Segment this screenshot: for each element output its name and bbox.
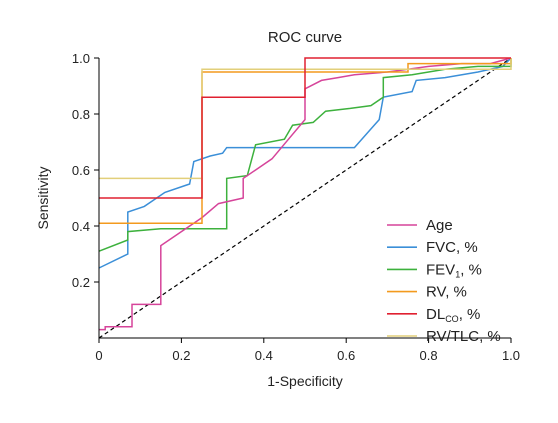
y-ticks: 0.2 0.4 0.6 0.8 1.0	[72, 51, 99, 290]
chart-title: ROC curve	[268, 29, 342, 46]
legend-label: FVC, %	[426, 239, 478, 256]
legend-label: RV/TLC, %	[426, 328, 501, 345]
y-tick-label: 0.8	[72, 107, 90, 122]
y-axis-title: Sensitivity	[35, 166, 51, 229]
legend-label: FEV1, %	[426, 261, 482, 279]
legend-label: RV, %	[426, 284, 467, 301]
x-tick-label: 1.0	[502, 348, 520, 363]
series-line-2	[98, 57, 512, 269]
y-tick-label: 0.2	[72, 275, 90, 290]
y-tick-label: 0.6	[72, 163, 90, 178]
plot-area	[98, 57, 512, 339]
series-line-3	[98, 58, 512, 252]
axes	[98, 58, 511, 339]
x-tick-label: 0.6	[337, 348, 355, 363]
x-tick-label: 0.2	[172, 348, 190, 363]
y-tick-label: 1.0	[72, 51, 90, 66]
legend-label: Age	[426, 217, 453, 234]
x-tick-label: 0.4	[255, 348, 273, 363]
legend: Age FVC, % FEV1, % RV, % DLCO, % RV/TLC, %	[387, 217, 501, 345]
x-axis-title: 1-Specificity	[267, 373, 342, 389]
series-line-6	[99, 58, 512, 180]
x-tick-label: 0	[95, 348, 102, 363]
x-ticks: 0 0.2 0.4 0.6 0.8 1.0	[95, 338, 520, 363]
x-tick-label: 0.8	[420, 348, 438, 363]
series-line-5	[99, 57, 511, 199]
legend-label: DLCO, %	[426, 306, 480, 324]
reference-diagonal	[98, 57, 512, 339]
y-tick-label: 0.4	[72, 219, 90, 234]
